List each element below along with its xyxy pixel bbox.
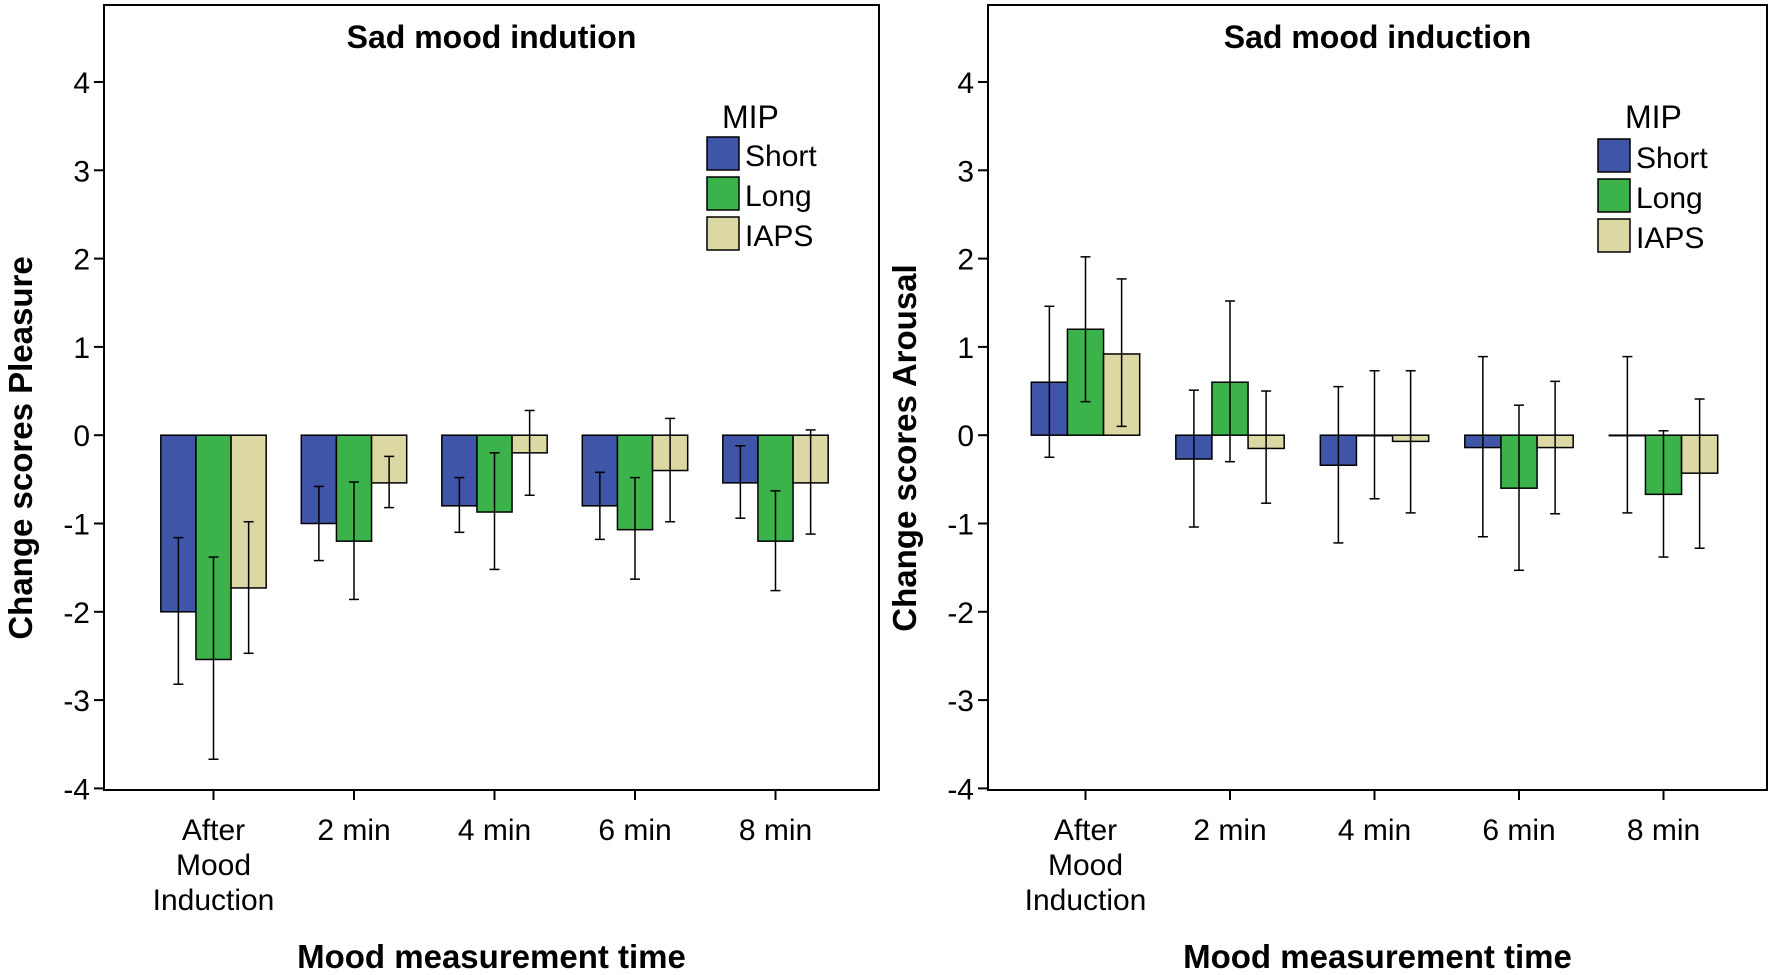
y-tick-label: 0 (957, 420, 974, 453)
legend-swatch-short (1597, 138, 1631, 173)
chart-title: Sad mood induction (1224, 19, 1532, 55)
legend-label-iaps: IAPS (745, 220, 813, 253)
legend-swatch-short (706, 136, 740, 171)
legend-label-long: Long (745, 180, 812, 213)
plot-frame (103, 4, 880, 791)
error-bar-long (1080, 256, 1091, 403)
x-tick-label: After Mood Induction (1025, 814, 1147, 917)
y-axis: 4 3 2 1 0 -1 -2 -3 -4 (947, 67, 988, 806)
error-bars (1044, 256, 1705, 572)
chart-title: Sad mood indution (347, 19, 637, 55)
error-bar-short (173, 536, 184, 685)
error-bar-long (1225, 300, 1235, 463)
error-bar-long (770, 490, 781, 592)
legend-swatch-long (706, 176, 740, 211)
x-axis-label: Mood measurement time (1183, 938, 1572, 975)
error-bar-long (489, 452, 500, 571)
error-bar-long (1658, 430, 1669, 558)
y-axis: 4 3 2 1 0 -1 -2 -3 -4 (63, 67, 104, 806)
x-tick-label: 6 min (1482, 814, 1555, 847)
y-tick-label: 2 (73, 244, 90, 277)
x-tick-label: 6 min (598, 814, 671, 847)
legend-label-long: Long (1636, 182, 1703, 215)
error-bar-iaps (805, 429, 816, 535)
panel-arousal: Sad mood induction Change scores Arousal… (886, 4, 1768, 975)
legend-title: MIP (722, 99, 779, 135)
legend-swatch-iaps (706, 216, 740, 251)
y-tick-label: -3 (63, 685, 90, 718)
error-bar-short (1044, 305, 1055, 459)
legend-label-short: Short (1636, 142, 1708, 175)
y-tick-label: -4 (63, 773, 90, 806)
y-tick-label: -2 (947, 597, 974, 630)
y-tick-label: -2 (63, 597, 90, 630)
legend-label-iaps: IAPS (1636, 222, 1704, 255)
error-bar-iaps (384, 455, 395, 509)
error-bars (173, 409, 816, 761)
y-tick-label: 1 (957, 332, 974, 365)
error-bar-iaps (665, 417, 676, 523)
y-tick-label: 4 (957, 67, 974, 100)
y-tick-label: -3 (947, 685, 974, 718)
y-tick-label: 4 (73, 67, 90, 100)
x-axis-label: Mood measurement time (297, 938, 686, 975)
legend: MIP Short Long IAPS (706, 99, 817, 253)
legend: MIP Short Long IAPS (1597, 99, 1708, 255)
y-tick-label: -4 (947, 773, 974, 806)
error-bar-short (1622, 355, 1633, 514)
error-bar-short (454, 476, 465, 534)
error-bar-iaps (1694, 398, 1705, 549)
legend-swatch-iaps (1597, 218, 1631, 253)
x-tick-label: 4 min (1338, 814, 1411, 847)
error-bar-iaps (1550, 380, 1561, 515)
y-tick-label: -1 (63, 509, 90, 542)
plot-frame (987, 4, 1768, 791)
error-bar-short (1333, 385, 1344, 544)
x-tick-label: After Mood Induction (153, 814, 275, 917)
x-tick-label: 2 min (317, 814, 390, 847)
legend-label-short: Short (745, 140, 817, 173)
x-tick-label: 2 min (1193, 814, 1266, 847)
x-tick-label: 8 min (1627, 814, 1700, 847)
error-bar-iaps (1405, 369, 1416, 514)
y-tick-label: 3 (73, 155, 90, 188)
y-tick-label: -1 (947, 509, 974, 542)
error-bar-long (1369, 369, 1380, 500)
x-axis: After Mood Induction 2 min 4 min 6 min 8 min (1025, 790, 1700, 917)
error-bar-short (313, 485, 324, 562)
error-bar-iaps (1116, 278, 1127, 428)
legend-swatch-long (1597, 178, 1631, 213)
error-bar-iaps (1261, 390, 1272, 504)
y-tick-label: 2 (957, 244, 974, 277)
error-bar-long (349, 481, 359, 601)
error-bar-short (735, 445, 746, 519)
x-tick-label: 4 min (458, 814, 531, 847)
error-bar-long (630, 476, 640, 580)
error-bar-short (1188, 389, 1199, 528)
panel-pleasure: Sad mood indution Change scores Pleasure… (2, 4, 880, 975)
x-axis: After Mood Induction 2 min 4 min 6 min 8 min (153, 790, 812, 917)
error-bar-iaps (524, 409, 535, 496)
error-bar-iaps (243, 520, 254, 655)
error-bar-short (594, 471, 605, 541)
error-bar-long (208, 556, 219, 761)
error-bar-long (1514, 404, 1524, 572)
y-tick-label: 3 (957, 155, 974, 188)
y-tick-label: 1 (73, 332, 90, 365)
y-tick-label: 0 (73, 420, 90, 453)
legend-title: MIP (1625, 99, 1682, 135)
error-bar-short (1477, 355, 1488, 538)
y-axis-label: Change scores Arousal (886, 264, 923, 631)
y-axis-label: Change scores Pleasure (2, 256, 39, 639)
x-tick-label: 8 min (739, 814, 812, 847)
